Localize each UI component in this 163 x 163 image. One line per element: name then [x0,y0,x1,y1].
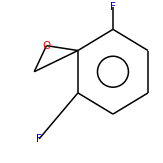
Text: F: F [110,2,116,12]
Text: O: O [42,41,51,51]
Text: F: F [36,134,42,144]
